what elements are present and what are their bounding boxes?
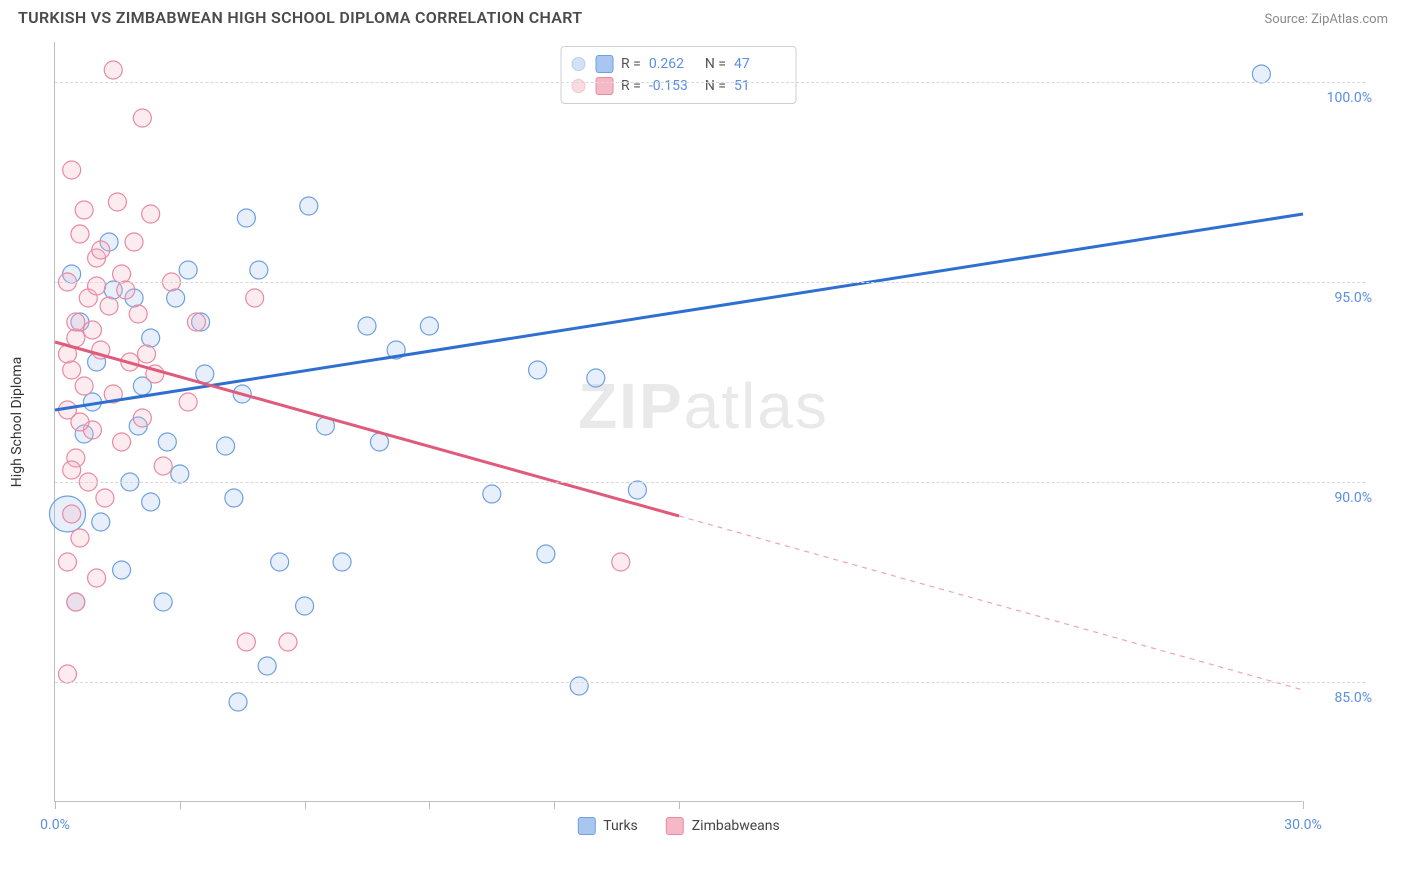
- stat-r-value: 0.262: [649, 53, 697, 75]
- x-tick: [429, 801, 430, 809]
- y-tick-label: 90.0%: [1308, 490, 1372, 506]
- stat-row: R = 0.262 N = 47: [571, 53, 782, 75]
- x-tick-label: 0.0%: [40, 817, 70, 833]
- x-tick: [55, 801, 56, 809]
- stat-n-value: 47: [734, 53, 782, 75]
- stat-n-label: N =: [705, 53, 726, 75]
- gridline: [55, 282, 1365, 283]
- trend-line-dashed: [679, 516, 1303, 690]
- y-tick-label: 85.0%: [1308, 690, 1372, 706]
- x-tick-label: 30.0%: [1284, 817, 1322, 833]
- stat-r-label: R =: [621, 53, 641, 75]
- plot-wrap: High School Diploma ZIPatlas R =0.262N =…: [54, 42, 1374, 832]
- stat-box: R = 0.262 N = 47 R = -0.153 N = 51: [560, 46, 797, 104]
- trend-layer: [55, 42, 1303, 802]
- stat-n-value: 51: [734, 75, 782, 97]
- gridline: [55, 682, 1365, 683]
- x-tick: [679, 801, 680, 809]
- stat-r-label: R =: [621, 75, 641, 97]
- x-tick: [180, 801, 181, 809]
- legend-item: Zimbabweans: [666, 817, 780, 835]
- gridline: [55, 82, 1365, 83]
- legend-label: Turks: [603, 818, 638, 834]
- trend-line: [55, 342, 679, 516]
- stat-swatch-icon: [595, 77, 613, 95]
- stat-swatch-icon: [595, 55, 613, 73]
- stat-marker-icon: [571, 57, 585, 71]
- stat-r-value: -0.153: [649, 75, 697, 97]
- trend-line: [55, 214, 1303, 410]
- y-axis-title: High School Diploma: [9, 356, 25, 486]
- legend-swatch-icon: [666, 817, 684, 835]
- x-tick: [554, 801, 555, 809]
- stat-row: R = -0.153 N = 51: [571, 75, 782, 97]
- plot-area: High School Diploma ZIPatlas R =0.262N =…: [54, 42, 1302, 802]
- y-tick-label: 100.0%: [1308, 90, 1372, 106]
- stat-n-label: N =: [705, 75, 726, 97]
- chart-title: TURKISH VS ZIMBABWEAN HIGH SCHOOL DIPLOM…: [18, 8, 582, 27]
- chart-source: Source: ZipAtlas.com: [1264, 12, 1388, 27]
- gridline: [55, 482, 1365, 483]
- y-tick-label: 95.0%: [1308, 290, 1372, 306]
- legend-item: Turks: [577, 817, 638, 835]
- chart-header: TURKISH VS ZIMBABWEAN HIGH SCHOOL DIPLOM…: [0, 0, 1406, 33]
- x-tick: [1303, 801, 1304, 809]
- legend-swatch-icon: [577, 817, 595, 835]
- legend-bottom: Turks Zimbabweans: [577, 817, 779, 835]
- x-tick: [305, 801, 306, 809]
- legend-label: Zimbabweans: [692, 818, 780, 834]
